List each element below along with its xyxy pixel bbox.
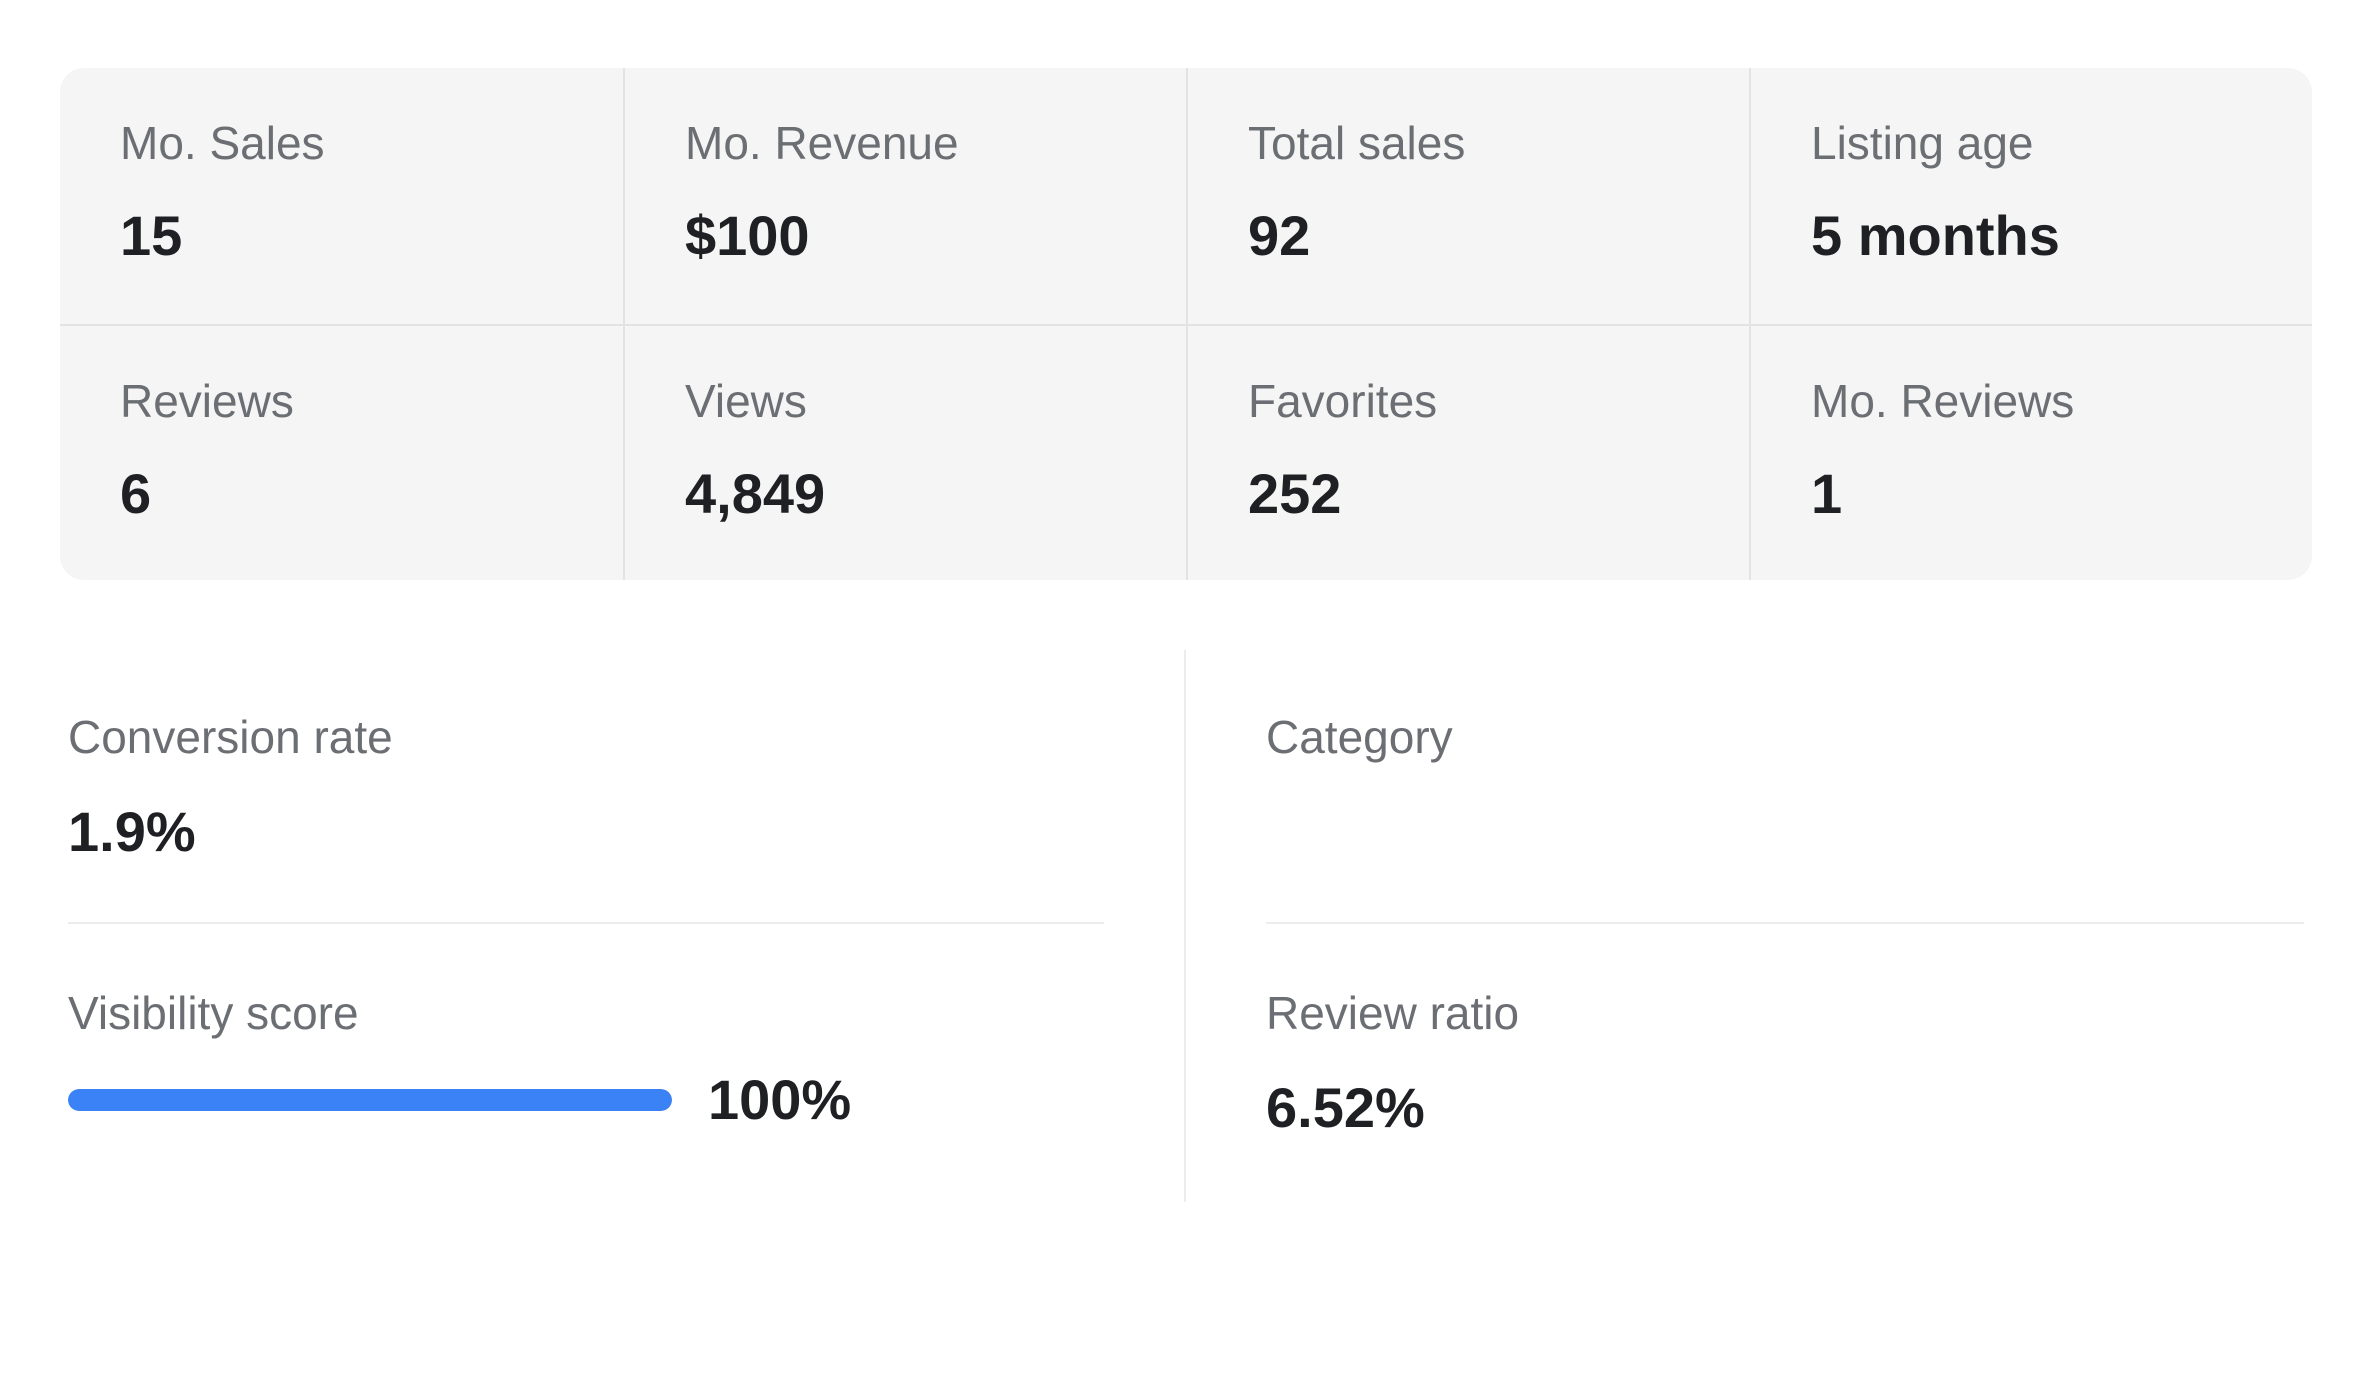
review-ratio: Review ratio 6.52% [1266, 990, 2302, 1136]
stat-value: 6 [120, 462, 152, 525]
stat-value: 4,849 [685, 462, 826, 525]
stat-label: Listing age [1811, 117, 2034, 169]
stat-value: $100 [685, 204, 810, 267]
visibility-score: Visibility score 100% [68, 990, 1104, 1128]
conversion-rate-label: Conversion rate [68, 711, 393, 763]
stat-total-sales: Total sales 92 [1186, 68, 1749, 324]
stat-label: Reviews [120, 375, 294, 427]
conversion-rate-value: 1.9% [68, 800, 196, 863]
stat-value: 252 [1248, 462, 1342, 525]
stat-favorites: Favorites 252 [1186, 324, 1749, 580]
review-ratio-label: Review ratio [1266, 987, 1520, 1039]
row-divider [68, 922, 1104, 924]
stat-mo-revenue: Mo. Revenue $100 [623, 68, 1186, 324]
visibility-score-value: 100% [708, 1068, 852, 1131]
stat-mo-sales: Mo. Sales 15 [60, 68, 623, 324]
progress-bar [68, 1089, 672, 1111]
stat-reviews: Reviews 6 [60, 324, 623, 580]
visibility-score-label: Visibility score [68, 987, 359, 1039]
stat-value: 92 [1248, 204, 1311, 267]
stat-value: 15 [120, 204, 183, 267]
row-divider [1266, 922, 2304, 924]
stat-label: Mo. Revenue [685, 117, 959, 169]
stat-label: Total sales [1248, 117, 1466, 169]
category-label: Category [1266, 711, 1453, 763]
listing-details: Conversion rate 1.9% Category Visibility… [68, 650, 2304, 1202]
stat-label: Favorites [1248, 375, 1438, 427]
stat-label: Mo. Reviews [1811, 375, 2075, 427]
stat-label: Views [685, 375, 807, 427]
conversion-rate: Conversion rate 1.9% [68, 714, 1104, 860]
progress-bar-fill [68, 1089, 672, 1111]
column-divider [1184, 650, 1186, 1202]
stat-listing-age: Listing age 5 months [1749, 68, 2312, 324]
stat-value: 1 [1811, 462, 1843, 525]
stat-mo-reviews: Mo. Reviews 1 [1749, 324, 2312, 580]
stat-views: Views 4,849 [623, 324, 1186, 580]
stat-value: 5 months [1811, 204, 2060, 267]
stat-label: Mo. Sales [120, 117, 325, 169]
review-ratio-value: 6.52% [1266, 1076, 1425, 1139]
listing-stats-card: Mo. Sales 15 Mo. Revenue $100 Total sale… [60, 68, 2312, 580]
visibility-score-meter: 100% [68, 1072, 1104, 1128]
category: Category [1266, 714, 2302, 804]
